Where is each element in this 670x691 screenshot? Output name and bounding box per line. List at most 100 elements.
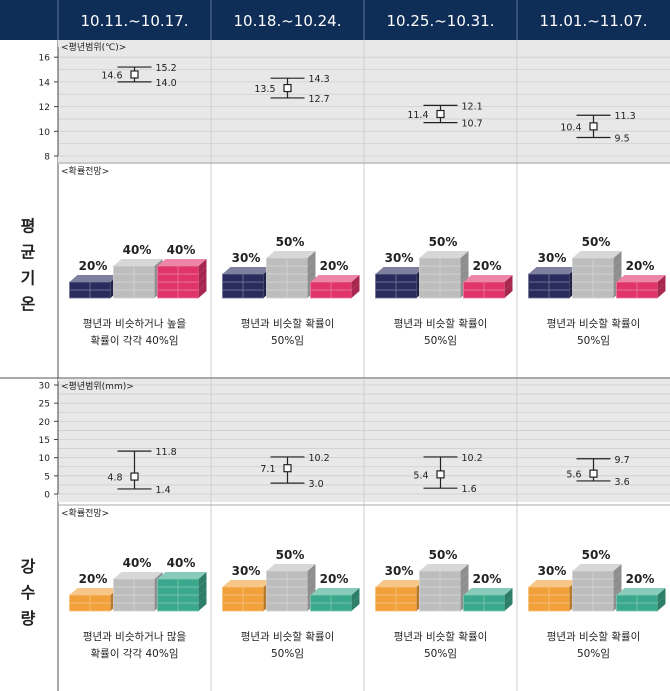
stack-above — [310, 275, 360, 299]
percent-label: 30% — [538, 564, 567, 578]
outlook-description: 평년과 비슷하거나 많을 — [83, 630, 187, 643]
y-tick-label: 8 — [44, 153, 50, 163]
stack-brick-side — [351, 588, 360, 603]
outlook-description: 50%임 — [577, 334, 610, 347]
stack-brick-side — [198, 259, 207, 274]
stack-brick-side — [351, 275, 360, 290]
outlook-description: 50%임 — [577, 647, 610, 660]
percent-label: 20% — [626, 259, 655, 273]
stack-top — [463, 275, 513, 282]
stack-brick-side — [657, 588, 666, 603]
week-header-label: 10.11.~10.17. — [81, 12, 189, 30]
stack-top — [375, 580, 425, 587]
mean-marker — [283, 83, 292, 93]
stack-top — [266, 564, 316, 571]
stack-brick-side — [613, 267, 622, 282]
percent-label: 20% — [626, 572, 655, 586]
outlook-description: 평년과 비슷할 확률이 — [547, 317, 641, 330]
percent-label: 50% — [276, 548, 305, 562]
section-label-char: 량 — [21, 609, 36, 628]
upper-value-label: 11.3 — [615, 111, 636, 122]
header-bar — [0, 0, 670, 40]
stack-normal — [266, 564, 316, 612]
mean-value-label: 7.1 — [260, 464, 275, 475]
stack-brick-side — [657, 596, 666, 611]
stack-brick-side — [307, 580, 316, 595]
stack-below — [222, 580, 272, 612]
y-tick-label: 12 — [39, 103, 50, 113]
stack-below — [375, 580, 425, 612]
percent-label: 50% — [429, 235, 458, 249]
mean-value-label: 13.5 — [254, 84, 275, 95]
percent-label: 30% — [385, 564, 414, 578]
stack-brick-side — [504, 596, 513, 611]
percent-label: 30% — [538, 251, 567, 265]
stack-top — [528, 580, 578, 587]
stack-top — [310, 588, 360, 595]
stack-top — [69, 588, 119, 595]
stack-top — [375, 267, 425, 274]
outlook-description: 50%임 — [424, 647, 457, 660]
stack-normal — [113, 259, 163, 299]
stack-above — [616, 275, 666, 299]
outlook-title: <확률전망> — [61, 507, 109, 519]
outlook-description: 평년과 비슷할 확률이 — [241, 630, 335, 643]
mean-marker — [130, 472, 139, 481]
percent-label: 40% — [167, 556, 196, 570]
stack-brick-side — [504, 283, 513, 298]
stack-brick-side — [307, 267, 316, 282]
stack-brick-side — [198, 283, 207, 298]
y-tick-label: 25 — [39, 400, 50, 410]
stack-brick-side — [613, 580, 622, 595]
outlook-title: <확률전망> — [61, 165, 109, 177]
stack-brick-side — [198, 267, 207, 282]
y-tick-label: 10 — [39, 454, 51, 464]
outlook-description: 확률이 각각 40%임 — [91, 647, 179, 660]
upper-value-label: 12.1 — [462, 101, 483, 112]
stack-brick-side — [613, 564, 622, 579]
stack-above — [157, 259, 207, 299]
stack-brick-side — [198, 588, 207, 603]
stack-brick-side — [198, 572, 207, 587]
lower-value-label: 3.0 — [309, 479, 324, 490]
y-tick-label: 0 — [44, 491, 50, 501]
stack-normal — [419, 251, 469, 299]
week-header-label: 11.01.~11.07. — [540, 12, 648, 30]
percent-label: 20% — [473, 259, 502, 273]
mean-value-label: 11.4 — [407, 110, 428, 121]
range-title: <평년범위(℃)> — [61, 42, 126, 53]
percent-label: 50% — [429, 548, 458, 562]
mean-marker — [130, 70, 139, 79]
section-label-char: 강 — [21, 557, 36, 576]
outlook-description: 50%임 — [424, 334, 457, 347]
stack-top — [69, 275, 119, 282]
percent-label: 30% — [385, 251, 414, 265]
outlook-description: 50%임 — [271, 334, 304, 347]
y-tick-label: 16 — [39, 54, 51, 64]
stack-top — [310, 275, 360, 282]
upper-value-label: 11.8 — [156, 447, 177, 458]
stack-top — [113, 259, 163, 266]
mean-value-label: 14.6 — [101, 70, 122, 81]
percent-label: 30% — [232, 564, 261, 578]
stack-brick-side — [657, 275, 666, 290]
mean-value-label: 5.6 — [566, 470, 581, 481]
stack-brick-side — [351, 283, 360, 298]
stack-brick-side — [351, 596, 360, 611]
outlook-description: 확률이 각각 40%임 — [91, 334, 179, 347]
stack-normal — [572, 251, 622, 299]
stack-top — [222, 580, 272, 587]
y-tick-label: 20 — [39, 418, 51, 428]
stack-above — [463, 275, 513, 299]
section-label-char: 균 — [21, 243, 36, 262]
stack-brick-side — [307, 251, 316, 266]
stack-brick-side — [307, 572, 316, 587]
stack-brick-side — [460, 251, 469, 266]
stack-top — [266, 251, 316, 258]
stack-brick-side — [657, 283, 666, 298]
percent-label: 20% — [79, 572, 108, 586]
stack-normal — [572, 564, 622, 612]
stack-brick-side — [307, 259, 316, 274]
stack-brick-side — [504, 588, 513, 603]
